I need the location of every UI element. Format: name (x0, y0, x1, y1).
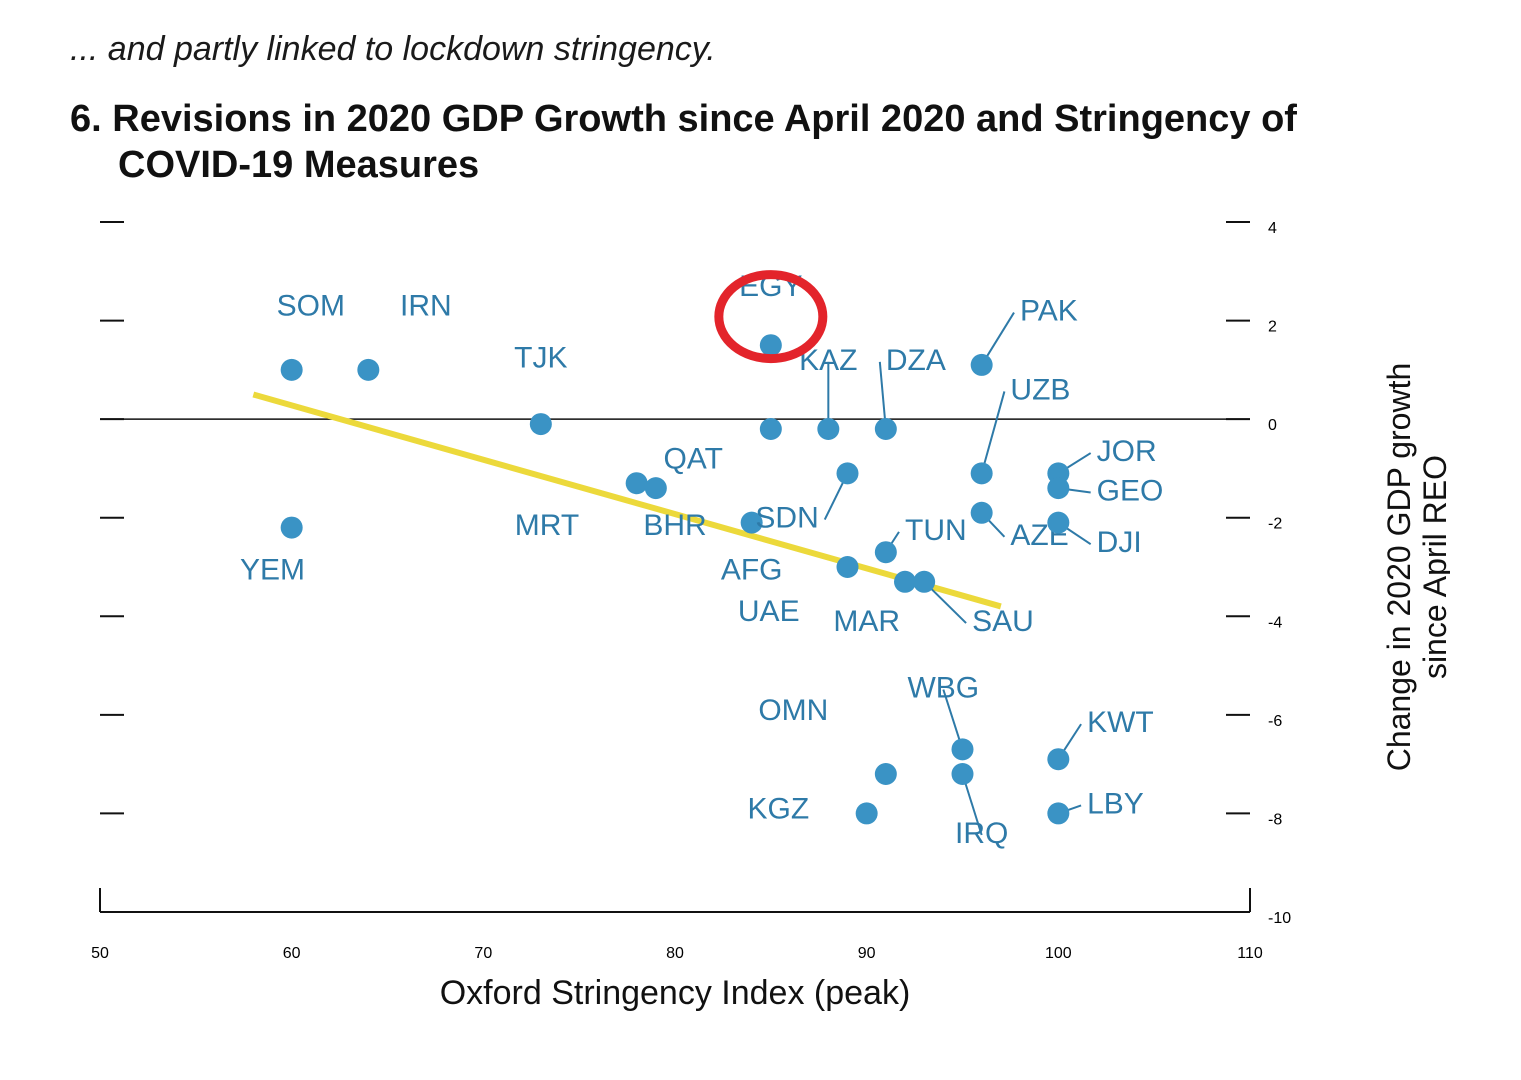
data-point-mar (894, 571, 916, 593)
data-point-qat (760, 418, 782, 440)
data-point-uzb (971, 463, 993, 485)
point-label-dji: DJI (1097, 526, 1142, 559)
y-tick-label: 2 (1268, 319, 1277, 336)
data-point-wbg (952, 739, 974, 761)
y-tick-label: -10 (1268, 910, 1291, 927)
point-label-geo: GEO (1097, 475, 1164, 508)
point-label-uzb: UZB (1010, 374, 1070, 407)
data-point-mrt (626, 472, 648, 494)
data-point-som (281, 359, 303, 381)
data-point-geo (1047, 477, 1069, 499)
point-label-kwt: KWT (1087, 706, 1154, 739)
data-point-egy (760, 334, 782, 356)
point-label-som: SOM (277, 290, 345, 323)
x-tick-label: 80 (666, 945, 684, 962)
point-label-kgz: KGZ (747, 793, 809, 826)
data-point-yem (281, 517, 303, 539)
point-label-sau: SAU (972, 605, 1034, 638)
point-label-wbg: WBG (907, 672, 979, 705)
y-tick-label: -2 (1268, 516, 1282, 533)
y-axis-label: Change in 2020 GDP growthsince April REO (1381, 363, 1450, 772)
y-tick-label: -6 (1268, 713, 1282, 730)
x-tick-label: 110 (1237, 945, 1263, 962)
x-tick-label: 70 (474, 945, 492, 962)
point-label-irq: IRQ (955, 817, 1008, 850)
point-label-qat: QAT (663, 443, 722, 476)
point-label-jor: JOR (1097, 435, 1157, 468)
point-label-bhr: BHR (643, 509, 706, 542)
data-point-tjk (530, 413, 552, 435)
y-tick-label: 4 (1268, 220, 1277, 237)
x-tick-label: 60 (283, 945, 301, 962)
point-label-uae: UAE (738, 595, 800, 628)
x-tick-label: 90 (858, 945, 876, 962)
point-label-afg: AFG (721, 554, 783, 587)
x-tick-label: 100 (1045, 945, 1072, 962)
chart-title-line2: COVID-19 Measures (70, 143, 1461, 189)
leader-line (982, 392, 1005, 474)
x-tick-label: 50 (91, 945, 109, 962)
data-point-dji (1047, 512, 1069, 534)
data-point-irq (952, 763, 974, 785)
y-tick-label: 0 (1268, 417, 1277, 434)
data-point-aze (971, 502, 993, 524)
point-label-dza: DZA (886, 344, 946, 377)
data-point-bhr (645, 477, 667, 499)
point-label-pak: PAK (1020, 295, 1078, 328)
data-point-dza (875, 418, 897, 440)
data-point-uae (837, 556, 859, 578)
point-label-irn: IRN (400, 290, 452, 323)
y-tick-label: -4 (1268, 614, 1282, 631)
data-point-kaz (817, 418, 839, 440)
point-label-yem: YEM (240, 554, 305, 587)
data-point-irn (357, 359, 379, 381)
point-label-lby: LBY (1087, 788, 1144, 821)
data-point-omn (875, 763, 897, 785)
point-label-tjk: TJK (514, 342, 567, 375)
point-label-mar: MAR (833, 605, 900, 638)
data-point-kgz (856, 803, 878, 825)
x-axis-label: Oxford Stringency Index (peak) (440, 974, 911, 1012)
data-point-pak (971, 354, 993, 376)
point-label-tun: TUN (905, 514, 967, 547)
point-label-sdn: SDN (755, 502, 818, 535)
y-tick-label: -8 (1268, 812, 1282, 829)
data-point-tun (875, 541, 897, 563)
chart-title-line1: 6. Revisions in 2020 GDP Growth since Ap… (70, 98, 1297, 140)
data-point-sau (913, 571, 935, 593)
figure-caption: ... and partly linked to lockdown string… (70, 30, 1461, 69)
point-label-mrt: MRT (515, 509, 579, 542)
data-point-kwt (1047, 748, 1069, 770)
data-point-lby (1047, 803, 1069, 825)
scatter-chart: -10 -8 -6 -4 -2 0 2 4 50 60 70 80 90 100 110 Oxford Str… (70, 202, 1450, 1022)
point-label-omn: OMN (758, 694, 828, 727)
data-point-sdn (837, 463, 859, 485)
chart-title: 6. Revisions in 2020 GDP Growth since Ap… (70, 97, 1461, 188)
